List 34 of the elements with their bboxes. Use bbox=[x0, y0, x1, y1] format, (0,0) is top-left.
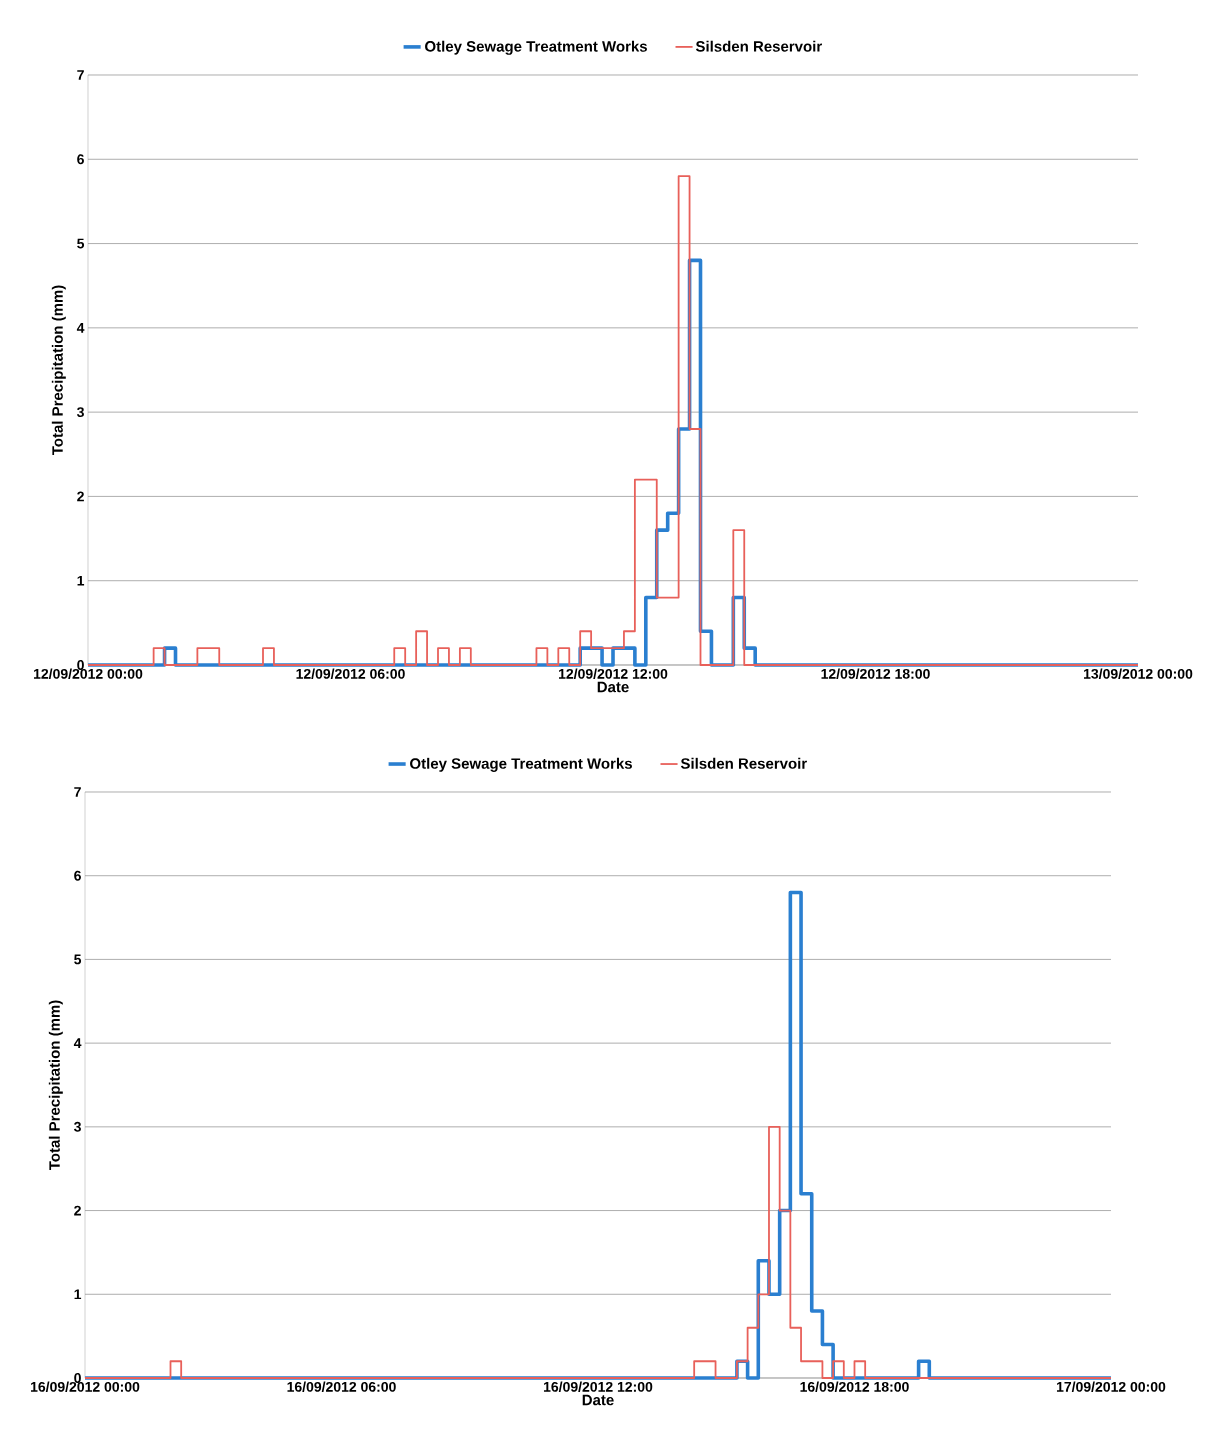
x-tick-label: 17/09/2012 00:00 bbox=[1056, 1381, 1166, 1392]
y-tick-label: 6 bbox=[74, 870, 81, 881]
y-tick-label: 5 bbox=[74, 954, 82, 965]
x-tick-label: 12/09/2012 00:00 bbox=[34, 668, 143, 679]
legend-label: Silsden Reservoir bbox=[680, 757, 807, 769]
y-axis-title: Total Precipitation (mm) bbox=[48, 1000, 63, 1171]
y-tick-label: 1 bbox=[77, 575, 85, 586]
y-tick-label: 0 bbox=[74, 1373, 81, 1383]
x-tick-label: 16/09/2012 06:00 bbox=[287, 1381, 396, 1392]
y-tick-label: 4 bbox=[76, 323, 85, 333]
x-tick-label: 12/09/2012 18:00 bbox=[821, 668, 930, 679]
legend-label: Silsden Reservoir bbox=[695, 40, 822, 52]
y-axis-title: Total Precipitation (mm) bbox=[51, 285, 66, 456]
legend-label: Otley Sewage Treatment Works bbox=[410, 757, 632, 772]
y-tick-label: 7 bbox=[77, 70, 84, 80]
x-tick-label: 16/09/2012 18:00 bbox=[800, 1381, 909, 1392]
y-tick-label: 5 bbox=[77, 238, 85, 249]
x-tick-label: 16/09/2012 12:00 bbox=[543, 1381, 653, 1392]
y-tick-label: 3 bbox=[73, 1121, 81, 1132]
x-tick-label: 12/09/2012 06:00 bbox=[296, 668, 405, 679]
y-tick-label: 6 bbox=[77, 154, 84, 165]
y-tick-label: 1 bbox=[74, 1289, 82, 1300]
y-tick-label: 4 bbox=[73, 1038, 82, 1048]
legend-label: Otley Sewage Treatment Works bbox=[425, 40, 647, 55]
y-tick-label: 2 bbox=[74, 1205, 81, 1216]
y-tick-label: 7 bbox=[74, 787, 81, 797]
x-tick-label: 16/09/2012 00:00 bbox=[31, 1381, 140, 1392]
y-tick-label: 2 bbox=[77, 491, 84, 502]
x-axis-title: Date bbox=[597, 681, 629, 693]
x-tick-label: 12/09/2012 12:00 bbox=[559, 668, 668, 679]
x-axis-title: Date bbox=[582, 1394, 614, 1406]
y-tick-label: 3 bbox=[76, 407, 84, 418]
x-tick-label: 13/09/2012 00:00 bbox=[1084, 668, 1193, 679]
y-tick-label: 0 bbox=[77, 660, 84, 670]
